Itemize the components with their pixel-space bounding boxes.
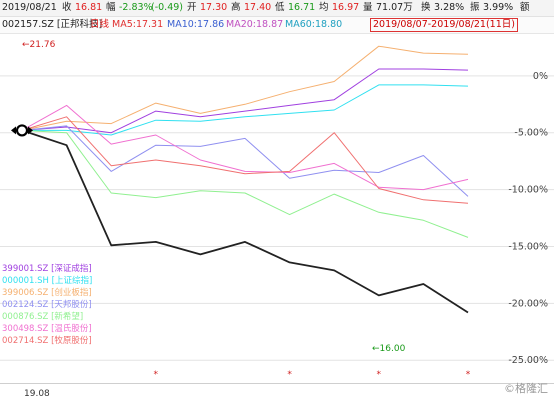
low-label: 低 [275, 2, 285, 13]
x-axis-start-label: 19.08 [24, 389, 50, 399]
high-annotation: ←21.76 [22, 40, 55, 50]
series-line [21, 129, 469, 238]
quote-date: 2019/08/21 [2, 2, 57, 13]
open-label: 开 [187, 2, 197, 13]
turnover-label: 换 [421, 2, 431, 13]
change-value: -2.83% [119, 2, 153, 13]
series-line [21, 104, 469, 191]
volume-label: 量 [363, 2, 373, 13]
low-annotation-value: 16.00 [379, 344, 406, 354]
low-value: 16.71 [288, 2, 316, 13]
close-value: 16.81 [75, 2, 103, 13]
date-marker: * [377, 370, 382, 380]
legend-item-399006: 399006.SZ [创业板指] [2, 288, 92, 298]
ma10-label: MA10:17.86 [167, 19, 225, 30]
series-line [22, 84, 469, 136]
series-line [21, 45, 469, 131]
stock-label: 002157.SZ [正邦科技] [2, 19, 103, 30]
legend-item-300498: 300498.SZ [温氏股份] [2, 324, 92, 334]
y-tick-labels: 0% -5.00% -10.00% -15.00% -20.00% -25.00% [508, 71, 548, 366]
series-line [21, 116, 469, 204]
date-markers: * * * * [154, 370, 471, 380]
open-value: 17.30 [200, 2, 228, 13]
y-tick-label: 0% [533, 71, 548, 82]
avg-label: 均 [319, 2, 329, 13]
avg-value: 16.97 [332, 2, 360, 13]
start-left-arrow-icon [11, 126, 16, 135]
high-value: 17.40 [244, 2, 272, 13]
start-right-arrow-icon [28, 126, 33, 135]
y-tick-label: -20.00% [508, 298, 548, 309]
amount-label: 额 [520, 2, 530, 13]
amplitude-label: 振 [470, 2, 480, 13]
series-line [21, 129, 469, 314]
ma20-label: MA20:18.87 [226, 19, 284, 30]
ma5-label: MA5:17.31 [112, 19, 164, 30]
start-point-marker [11, 124, 33, 137]
legend-item-002714: 002714.SZ [牧原股份] [2, 336, 92, 346]
low-annotation: ←16.00 [372, 344, 405, 354]
volume-value: 71.07万 [376, 2, 413, 13]
date-marker: * [287, 370, 292, 380]
y-tick-label: -5.00% [514, 128, 548, 139]
high-annotation-value: 21.76 [29, 40, 56, 50]
high-label: 高 [231, 2, 241, 13]
date-marker: * [466, 370, 471, 380]
amplitude-value: 3.99% [483, 2, 514, 13]
quote-bar: 2019/08/21 收 16.81 幅 -2.83% (-0.49) 开 17… [0, 0, 554, 17]
ma60-label: MA60:18.80 [285, 19, 343, 30]
change-label: 幅 [106, 2, 116, 13]
y-tick-label: -25.00% [508, 355, 548, 366]
legend-item-000001: 000001.SH [上证综指] [2, 276, 93, 286]
y-tick-label: -10.00% [508, 185, 548, 196]
series-lines [21, 45, 469, 314]
date-range-badge[interactable]: 2019/08/07-2019/08/21(11日) [370, 18, 518, 32]
watermark: ©格隆汇 [504, 382, 548, 395]
close-label: 收 [62, 2, 72, 13]
arrow-left-icon: ← [372, 344, 380, 354]
turnover-value: 3.28% [434, 2, 465, 13]
period-label[interactable]: 日线 [90, 19, 110, 30]
indicator-bar: 002157.SZ [正邦科技] 日线 MA5:17.31 MA10:17.86… [0, 17, 554, 34]
y-tick-label: -15.00% [508, 241, 548, 252]
series-line [21, 68, 469, 134]
legend-item-399001: 399001.SZ [深证成指] [2, 264, 92, 274]
legend-item-002124: 002124.SZ [天邦股份] [2, 300, 92, 310]
legend-item-000876: 000876.SZ [新希望] [2, 312, 84, 322]
change-amount: (-0.49) [151, 2, 183, 13]
arrow-left-icon: ← [22, 40, 30, 50]
start-ring-icon [15, 124, 29, 137]
date-marker: * [154, 370, 159, 380]
series-line [21, 125, 469, 197]
